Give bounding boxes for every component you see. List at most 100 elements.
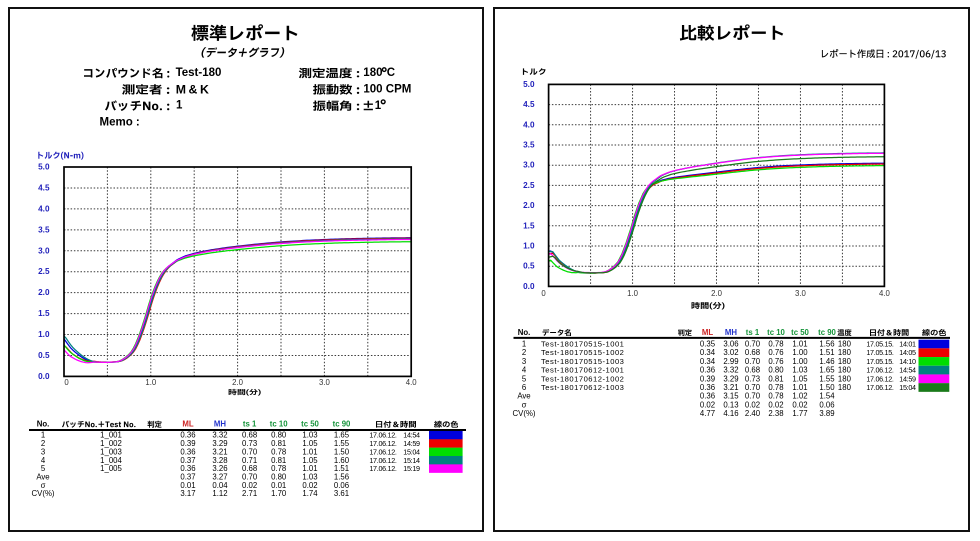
svg-text:1: 1 [522, 340, 526, 349]
svg-text:0.02: 0.02 [768, 400, 783, 409]
svg-text:14:10: 14:10 [899, 357, 916, 366]
svg-text:0.37: 0.37 [180, 456, 195, 465]
svg-text:3.32: 3.32 [212, 431, 227, 440]
svg-text:1.54: 1.54 [819, 392, 835, 401]
svg-text:CV(%): CV(%) [32, 489, 55, 498]
svg-text:14:01: 14:01 [899, 340, 916, 349]
svg-text:0.70: 0.70 [745, 392, 761, 401]
svg-text:1.60: 1.60 [334, 456, 350, 465]
svg-text:1.46: 1.46 [819, 357, 834, 366]
svg-text:3.5: 3.5 [38, 225, 50, 234]
svg-text:tc 10: tc 10 [767, 328, 785, 337]
svg-text:ML: ML [182, 420, 193, 429]
svg-text:0.70: 0.70 [745, 357, 761, 366]
svg-text:tc 10: tc 10 [270, 420, 288, 429]
svg-text:3.89: 3.89 [819, 409, 834, 418]
svg-text:0.39: 0.39 [700, 374, 715, 383]
svg-text:1.01: 1.01 [302, 464, 317, 473]
svg-text:14:59: 14:59 [899, 374, 916, 383]
svg-text:0.80: 0.80 [768, 366, 784, 375]
svg-text:3.21: 3.21 [723, 383, 738, 392]
svg-text:0.0: 0.0 [38, 372, 50, 381]
svg-text:0.70: 0.70 [745, 340, 761, 349]
svg-text:3.15: 3.15 [723, 392, 739, 401]
svg-text:0.36: 0.36 [180, 464, 195, 473]
svg-text:0.81: 0.81 [271, 456, 286, 465]
svg-text:5: 5 [41, 464, 46, 473]
svg-text:1.65: 1.65 [334, 431, 350, 440]
svg-text:0.78: 0.78 [271, 447, 286, 456]
svg-text:0.13: 0.13 [723, 400, 738, 409]
svg-text:1.03: 1.03 [302, 431, 317, 440]
svg-text:100 CPM: 100 CPM [363, 83, 411, 95]
svg-text:Test-180170612-1003: Test-180170612-1003 [541, 383, 624, 392]
svg-text:0.06: 0.06 [334, 481, 349, 490]
svg-text:17.06.12.: 17.06.12. [866, 374, 894, 383]
svg-text:tc 90: tc 90 [818, 328, 836, 337]
svg-text:0.34: 0.34 [700, 348, 716, 357]
svg-text:3.17: 3.17 [180, 489, 195, 498]
svg-text:0.76: 0.76 [768, 357, 783, 366]
svg-text:0.68: 0.68 [745, 366, 760, 375]
svg-text:0.78: 0.78 [768, 383, 783, 392]
svg-text:1.5: 1.5 [523, 221, 535, 230]
svg-text:14:54: 14:54 [899, 366, 916, 375]
svg-text:0.36: 0.36 [700, 392, 715, 401]
svg-text:1.65: 1.65 [819, 366, 835, 375]
svg-text:1.55: 1.55 [819, 374, 835, 383]
svg-text:0.36: 0.36 [180, 431, 195, 440]
svg-text:15:19: 15:19 [403, 464, 420, 473]
svg-text:2.5: 2.5 [523, 181, 535, 190]
svg-text:17.06.12.: 17.06.12. [369, 439, 397, 448]
svg-text:0: 0 [541, 289, 546, 298]
svg-text:4: 4 [522, 366, 527, 375]
svg-text:17.05.15.: 17.05.15. [866, 357, 894, 366]
svg-text:0.5: 0.5 [38, 351, 50, 360]
svg-text:2.0: 2.0 [232, 378, 244, 387]
svg-text:1.01: 1.01 [302, 447, 317, 456]
svg-text:0.36: 0.36 [180, 447, 195, 456]
svg-text:17.06.12.: 17.06.12. [369, 456, 397, 465]
svg-text:σ: σ [522, 400, 527, 409]
svg-text:4: 4 [41, 456, 46, 465]
svg-text:1_002: 1_002 [100, 439, 122, 448]
svg-text:1.70: 1.70 [271, 489, 287, 498]
svg-text:3.26: 3.26 [212, 464, 227, 473]
svg-text:0.73: 0.73 [745, 374, 760, 383]
svg-text:0.68: 0.68 [745, 348, 760, 357]
svg-text:3.5: 3.5 [523, 141, 535, 150]
svg-text:0.01: 0.01 [180, 481, 195, 490]
svg-text:0.80: 0.80 [271, 472, 287, 481]
svg-text:3.29: 3.29 [723, 374, 738, 383]
svg-text:Test-180170612-1001: Test-180170612-1001 [541, 366, 624, 375]
svg-text:180: 180 [838, 357, 852, 366]
svg-text:Test-180170612-1002: Test-180170612-1002 [541, 374, 624, 383]
svg-text:1: 1 [375, 100, 382, 112]
svg-text:1_004: 1_004 [100, 456, 122, 465]
svg-text:ts 1: ts 1 [243, 420, 257, 429]
svg-text:1.50: 1.50 [819, 383, 835, 392]
svg-text:5.0: 5.0 [38, 163, 50, 172]
svg-text:1.00: 1.00 [792, 348, 808, 357]
svg-text:0.39: 0.39 [180, 439, 195, 448]
svg-text:0.81: 0.81 [271, 439, 286, 448]
svg-text:0.0: 0.0 [523, 282, 535, 291]
svg-text:1.77: 1.77 [792, 409, 807, 418]
svg-text:14:05: 14:05 [899, 348, 916, 357]
svg-text:2.99: 2.99 [723, 357, 738, 366]
svg-text:6: 6 [522, 383, 526, 392]
svg-text:1.05: 1.05 [302, 456, 318, 465]
svg-text:3.0: 3.0 [319, 378, 331, 387]
svg-text:1.05: 1.05 [302, 439, 318, 448]
svg-text:1.51: 1.51 [334, 464, 349, 473]
svg-text:1.56: 1.56 [819, 340, 834, 349]
svg-text:ts 1: ts 1 [746, 328, 760, 337]
svg-text:0: 0 [64, 378, 69, 387]
svg-text:0.06: 0.06 [819, 400, 834, 409]
svg-text:0.36: 0.36 [700, 366, 715, 375]
svg-text:0.01: 0.01 [271, 481, 286, 490]
svg-text:3.0: 3.0 [795, 289, 807, 298]
svg-text:1.74: 1.74 [302, 489, 318, 498]
svg-text:4.5: 4.5 [523, 100, 535, 109]
svg-text:MH: MH [725, 328, 737, 337]
